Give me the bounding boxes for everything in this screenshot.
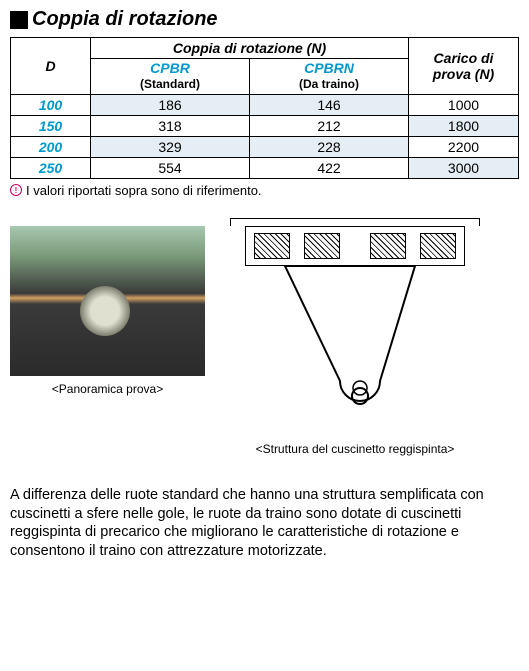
cell-v2: 422 — [250, 157, 409, 178]
subheader-cpbr-code: CPBR — [150, 60, 190, 76]
cell-d: 150 — [11, 115, 91, 136]
cell-d: 100 — [11, 94, 91, 115]
section-heading: Coppia di rotazione — [10, 8, 519, 31]
subheader-cpbr: CPBR (Standard) — [91, 59, 250, 95]
cell-v1: 329 — [91, 136, 250, 157]
heading-text: Coppia di rotazione — [32, 8, 218, 31]
test-overview-photo — [10, 226, 205, 376]
table-header-row-1: D Coppia di rotazione (N) Carico di prov… — [11, 38, 519, 59]
diagram-bearing-housing — [245, 226, 465, 266]
figure-diagram: <Struttura del cuscinetto reggispinta> — [225, 216, 485, 456]
col-header-d: D — [11, 38, 91, 95]
figure-photo: <Panoramica prova> — [10, 216, 205, 456]
heading-bullet — [10, 11, 28, 29]
cell-d: 250 — [11, 157, 91, 178]
col-header-torque: Coppia di rotazione (N) — [91, 38, 409, 59]
cell-v1: 186 — [91, 94, 250, 115]
cell-v1: 554 — [91, 157, 250, 178]
cell-v2: 146 — [250, 94, 409, 115]
diagram-caption: <Struttura del cuscinetto reggispinta> — [256, 442, 455, 456]
table-row: 250 554 422 3000 — [11, 157, 519, 178]
diagram-bearing — [254, 233, 290, 259]
table-row: 200 329 228 2200 — [11, 136, 519, 157]
subheader-cpbrn: CPBRN (Da traino) — [250, 59, 409, 95]
cell-load: 2200 — [409, 136, 519, 157]
diagram-bearing — [370, 233, 406, 259]
cell-load: 3000 — [409, 157, 519, 178]
torque-table: D Coppia di rotazione (N) Carico di prov… — [10, 37, 519, 179]
diagram-fork-arm — [280, 266, 420, 416]
table-row: 100 186 146 1000 — [11, 94, 519, 115]
table-row: 150 318 212 1800 — [11, 115, 519, 136]
note-text: I valori riportati sopra sono di riferim… — [26, 183, 262, 198]
cell-v1: 318 — [91, 115, 250, 136]
thrust-bearing-diagram — [225, 216, 485, 436]
diagram-top-plate — [230, 218, 480, 226]
figures-row: <Panoramica prova> <Struttura del cuscin… — [10, 216, 519, 456]
subheader-cpbr-note: (Standard) — [140, 77, 200, 91]
note-bullet-icon: ! — [10, 184, 22, 196]
subheader-cpbrn-note: (Da traino) — [299, 77, 359, 91]
cell-v2: 212 — [250, 115, 409, 136]
cell-v2: 228 — [250, 136, 409, 157]
cell-d: 200 — [11, 136, 91, 157]
reference-note: ! I valori riportati sopra sono di rifer… — [10, 183, 519, 198]
cell-load: 1000 — [409, 94, 519, 115]
photo-caption: <Panoramica prova> — [52, 382, 163, 396]
description-paragraph: A differenza delle ruote standard che ha… — [10, 486, 519, 561]
subheader-cpbrn-code: CPBRN — [304, 60, 354, 76]
diagram-bearing — [304, 233, 340, 259]
col-header-load: Carico di prova (N) — [409, 38, 519, 95]
cell-load: 1800 — [409, 115, 519, 136]
diagram-bearing — [420, 233, 456, 259]
